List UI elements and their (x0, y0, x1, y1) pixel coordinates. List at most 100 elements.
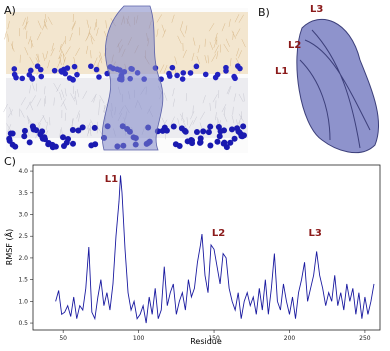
lipid-tail (172, 98, 175, 107)
lipid-tail (211, 53, 217, 62)
lipid-tail (98, 55, 103, 64)
phosphate-sphere (92, 141, 99, 148)
lipid-tail (105, 20, 107, 29)
lipid-tail (208, 23, 215, 32)
lipid-tail (86, 19, 90, 28)
lipid-tail (62, 53, 65, 62)
loop-label: L2 (288, 40, 301, 51)
lipid-tail (56, 83, 61, 92)
lipid-tail (225, 38, 230, 47)
phosphate-sphere (235, 128, 242, 135)
phosphate-sphere (178, 125, 185, 132)
lipid-tail (212, 94, 218, 103)
lipid-tail (71, 20, 76, 29)
lipid-tail (223, 43, 229, 53)
lipid-tail (179, 113, 186, 122)
annotation: L1 (105, 174, 118, 185)
panel-label: A) (4, 4, 16, 17)
plot-frame (32, 164, 381, 331)
phosphate-sphere (174, 72, 180, 79)
y-tick-label: 4.0 (18, 168, 28, 175)
lipid-tail (163, 65, 168, 74)
lipid-tail (60, 40, 66, 49)
phosphate-sphere (75, 127, 82, 134)
phosphate-sphere (60, 134, 67, 141)
rmsf-line (55, 175, 375, 324)
phosphate-sphere (74, 71, 80, 78)
lipid-tail (98, 107, 100, 116)
phosphate-sphere (179, 76, 186, 82)
phosphate-sphere (19, 75, 26, 82)
lipid-tail (36, 98, 42, 107)
lipid-tail (89, 32, 95, 42)
lipid-tail (36, 53, 41, 63)
phosphate-sphere (79, 124, 86, 131)
lipid-tail (53, 97, 55, 106)
phosphate-sphere (221, 139, 228, 146)
phosphate-sphere (193, 63, 200, 70)
lipid-tail (71, 22, 76, 31)
lipid-tail (86, 121, 91, 130)
phosphate-sphere (69, 140, 76, 147)
phosphate-sphere (227, 139, 234, 146)
phosphate-sphere (33, 127, 40, 134)
lipid-tail (209, 41, 214, 50)
lipid-tail (6, 123, 12, 132)
lipid-tail (190, 111, 195, 120)
lipid-tail (20, 97, 26, 106)
lipid-tail (3, 103, 8, 113)
lipid-tail (59, 92, 63, 101)
phosphate-sphere (38, 73, 45, 80)
lipid-tail (191, 52, 195, 61)
lipid-tail (181, 112, 184, 121)
lipid-tail (94, 22, 97, 31)
lipid-tail (236, 48, 240, 57)
lipid-tail (9, 107, 13, 116)
phosphate-sphere (205, 129, 212, 136)
lipid-tail (74, 90, 76, 99)
lipid-tail (59, 54, 62, 63)
phosphate-sphere (29, 76, 36, 82)
phosphate-sphere (26, 71, 33, 78)
lipid-tail (185, 25, 188, 34)
phosphate-sphere (197, 135, 204, 142)
lipid-tail (177, 35, 182, 44)
phosphate-sphere (9, 141, 16, 148)
lipid-tail (214, 32, 218, 42)
phosphate-sphere (202, 71, 209, 78)
phosphate-sphere (39, 134, 46, 141)
lipid-tail (64, 88, 67, 97)
phosphate-sphere (231, 135, 238, 142)
lipid-tail (59, 44, 62, 53)
lipid-tail (228, 18, 231, 27)
phosphate-sphere (21, 127, 28, 134)
lipid-tail (228, 86, 232, 95)
phosphate-sphere (207, 142, 214, 149)
lipid-tail (156, 28, 159, 37)
phosphate-sphere (71, 63, 78, 70)
lipid-tail (99, 51, 103, 60)
lipid-tail (156, 14, 162, 23)
x-tick-label: 50 (59, 335, 67, 342)
panel-label: C) (4, 155, 16, 168)
lipid-tail (60, 48, 65, 57)
lipid-tail (61, 89, 65, 98)
lipid-tail (58, 50, 63, 60)
lipid-tail (30, 95, 36, 104)
lipid-tail (96, 27, 99, 36)
lipid-tail (188, 120, 194, 129)
lipid-tail (26, 101, 32, 110)
phosphate-sphere (172, 141, 179, 148)
lipid-tail (192, 37, 196, 46)
lipid-tail (209, 102, 211, 111)
lipid-tail (213, 39, 217, 48)
lipid-tail (192, 116, 198, 125)
lipid-tail (233, 93, 237, 102)
lipid-tail (89, 127, 92, 137)
lipid-tail (38, 115, 45, 124)
lipid-tail (99, 95, 105, 104)
lipid-tail (23, 21, 29, 30)
y-axis-label: RMSF (Å) (3, 229, 14, 265)
lipid-tail (37, 20, 42, 29)
